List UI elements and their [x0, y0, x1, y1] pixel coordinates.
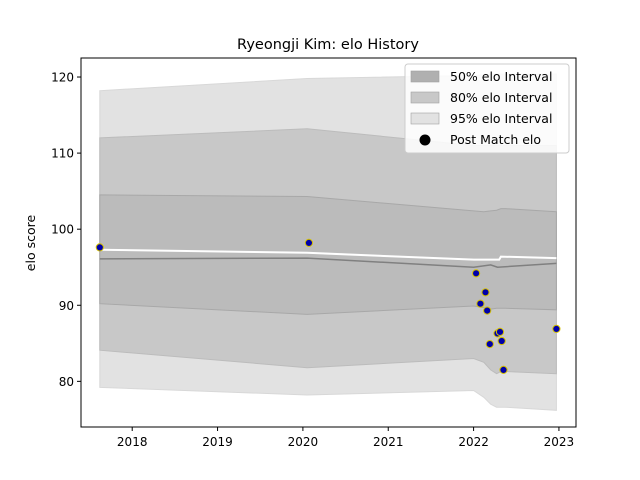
post-match-elo-point: [472, 269, 481, 278]
x-axis: 2018 2019 2020 2021 2022 2023: [117, 427, 574, 449]
post-match-elo-point: [552, 324, 561, 333]
x-tick-label: 2019: [202, 435, 233, 449]
y-tick-label: 80: [59, 375, 74, 389]
legend-label: Post Match elo: [450, 132, 541, 147]
y-tick-label: 120: [51, 71, 74, 85]
legend-swatch: [410, 112, 440, 125]
legend-label: 80% elo Interval: [450, 90, 552, 105]
y-axis: 80 90 100 110 120: [51, 71, 81, 389]
mean-line: [99, 248, 557, 261]
x-tick-label: 2018: [117, 435, 148, 449]
legend: 50% elo Interval 80% elo Interval 95% elo …: [404, 63, 570, 154]
legend-marker: [419, 134, 431, 146]
plot-area: [95, 73, 561, 411]
post-match-elo-point: [485, 340, 494, 349]
y-tick-label: 100: [51, 223, 74, 237]
post-match-elo-point: [483, 306, 492, 315]
plot-frame: [80, 57, 577, 428]
x-tick-label: 2023: [544, 435, 575, 449]
y-tick-label: 110: [51, 147, 74, 161]
legend-label: 95% elo Interval: [450, 111, 552, 126]
post-match-elo-point: [304, 238, 313, 247]
x-tick-label: 2022: [458, 435, 489, 449]
post-match-elo-point: [495, 327, 505, 336]
median-line: [99, 257, 557, 268]
x-tick-label: 2020: [288, 435, 319, 449]
legend-label: 50% elo Interval: [450, 69, 552, 84]
legend-swatch: [410, 91, 440, 104]
legend-box: [404, 63, 570, 154]
y-tick-label: 90: [59, 299, 74, 313]
post-match-elo-point: [476, 299, 485, 308]
post-match-elo-point: [499, 365, 508, 374]
post-match-elo-point: [497, 336, 506, 346]
x-tick-label: 2021: [373, 435, 404, 449]
post-match-elo-point: [95, 243, 104, 252]
legend-swatch: [410, 70, 440, 83]
post-match-elo-point: [481, 288, 490, 297]
chart-title: Ryeongji Kim: elo History: [237, 37, 419, 53]
y-axis-label: elo score: [23, 215, 38, 272]
